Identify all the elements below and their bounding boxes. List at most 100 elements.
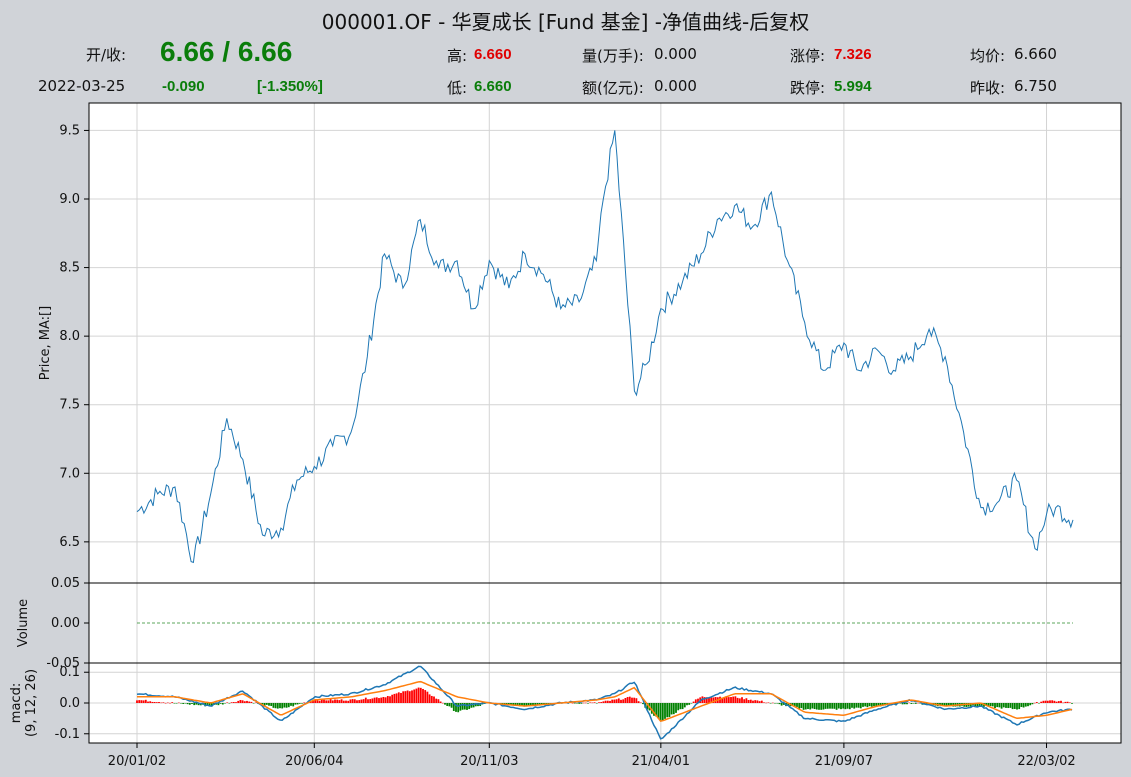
macd-bar <box>807 703 809 710</box>
macd-bar <box>653 703 655 716</box>
macd-bar <box>314 699 317 703</box>
macd-bar <box>642 703 644 705</box>
macd-bar <box>353 699 356 703</box>
macd-bar <box>140 700 143 703</box>
macd-bar <box>710 697 713 703</box>
macd-bar <box>820 703 823 710</box>
macd-bar <box>362 699 365 703</box>
macd-bar <box>782 703 785 705</box>
macd-bar <box>683 703 686 708</box>
macd-bar <box>633 697 636 703</box>
macd-bar <box>303 702 306 703</box>
macd-bar <box>591 702 594 704</box>
x-tick-label: 20/06/04 <box>285 754 343 769</box>
macd-bar <box>840 703 842 710</box>
open-close-label: 开/收: <box>86 46 127 64</box>
macd-bar <box>208 703 211 707</box>
macd-bar <box>657 703 660 719</box>
macd-bar <box>246 700 248 703</box>
macd-bar <box>292 703 295 707</box>
macd-bar <box>158 702 160 703</box>
macd-bar <box>1031 703 1034 705</box>
macd-bar <box>760 700 763 703</box>
macd-bar <box>754 700 757 703</box>
macd-bar <box>1068 702 1071 703</box>
macd-bar <box>252 703 255 704</box>
macd-bar <box>813 703 816 710</box>
macd-bar <box>749 699 752 703</box>
macd-bar <box>1005 703 1007 708</box>
macd-bar <box>171 702 174 703</box>
macd-bar <box>347 700 350 703</box>
macd-bar <box>919 703 922 704</box>
macd-bar <box>989 703 992 707</box>
price-tick-label: 9.5 <box>59 123 80 138</box>
macd-bar <box>294 703 297 705</box>
macd-bar <box>274 703 277 709</box>
macd-bar <box>382 696 385 703</box>
macd-bar <box>424 690 427 703</box>
macd-bar <box>325 700 328 703</box>
macd-bar <box>622 699 625 703</box>
macd-bar <box>752 700 754 703</box>
macd-bar <box>529 703 532 706</box>
macd-bar <box>917 702 919 704</box>
macd-bar <box>580 703 583 704</box>
macd-bar <box>613 699 616 703</box>
macd-bar <box>444 703 446 705</box>
macd-bar <box>901 703 904 705</box>
macd-axis-label-line2: (9, 12, 26) <box>24 669 39 737</box>
plot-background <box>89 103 1121 743</box>
macd-bar <box>804 703 807 710</box>
macd-bar <box>1035 702 1038 703</box>
macd-bar <box>899 703 902 704</box>
macd-bar <box>221 703 224 705</box>
macd-bar <box>1033 702 1036 704</box>
macd-bar <box>378 698 380 703</box>
amount-label: 额(亿元): <box>582 79 644 97</box>
macd-bar <box>681 703 684 710</box>
macd-bar <box>285 703 288 708</box>
macd-bar <box>356 700 358 703</box>
macd-bar <box>417 687 420 703</box>
macd-bar <box>606 700 609 703</box>
macd-bar <box>727 697 730 703</box>
macd-bar <box>336 699 339 703</box>
macd-bar <box>578 703 581 704</box>
macd-bar <box>842 703 845 709</box>
macd-bar <box>908 702 911 704</box>
low-label: 低: <box>447 79 468 97</box>
macd-bar <box>455 703 457 712</box>
macd-bar <box>232 702 235 703</box>
macd-bar <box>1057 701 1060 703</box>
macd-bar <box>334 699 336 703</box>
macd-bar <box>626 697 629 703</box>
macd-bar <box>870 703 873 707</box>
macd-bar <box>664 703 666 719</box>
macd-bar <box>747 699 750 703</box>
macd-bar <box>617 698 620 703</box>
limit-down-value: 5.994 <box>834 78 872 95</box>
macd-tick-label: 0.0 <box>59 696 80 711</box>
macd-bar <box>1071 703 1073 704</box>
macd-bar <box>620 699 622 703</box>
price-tick-label: 6.5 <box>59 535 80 550</box>
x-tick-label: 20/11/03 <box>460 754 518 769</box>
macd-bar <box>595 703 598 704</box>
macd-bar <box>1018 703 1021 710</box>
macd-bar <box>1016 703 1018 710</box>
macd-bar <box>457 703 460 713</box>
quote-date: 2022-03-25 <box>38 77 126 95</box>
macd-bar <box>173 703 176 704</box>
macd-bar <box>646 703 649 710</box>
macd-bar <box>516 703 519 706</box>
macd-bar <box>375 697 378 703</box>
macd-bar <box>584 702 587 704</box>
macd-bar <box>582 702 585 704</box>
macd-bar <box>857 703 860 708</box>
macd-bar <box>1049 700 1051 703</box>
macd-bar <box>149 701 152 703</box>
macd-bar <box>598 702 600 703</box>
change-percent: [-1.350%] <box>257 78 323 95</box>
macd-bar <box>1000 703 1003 709</box>
